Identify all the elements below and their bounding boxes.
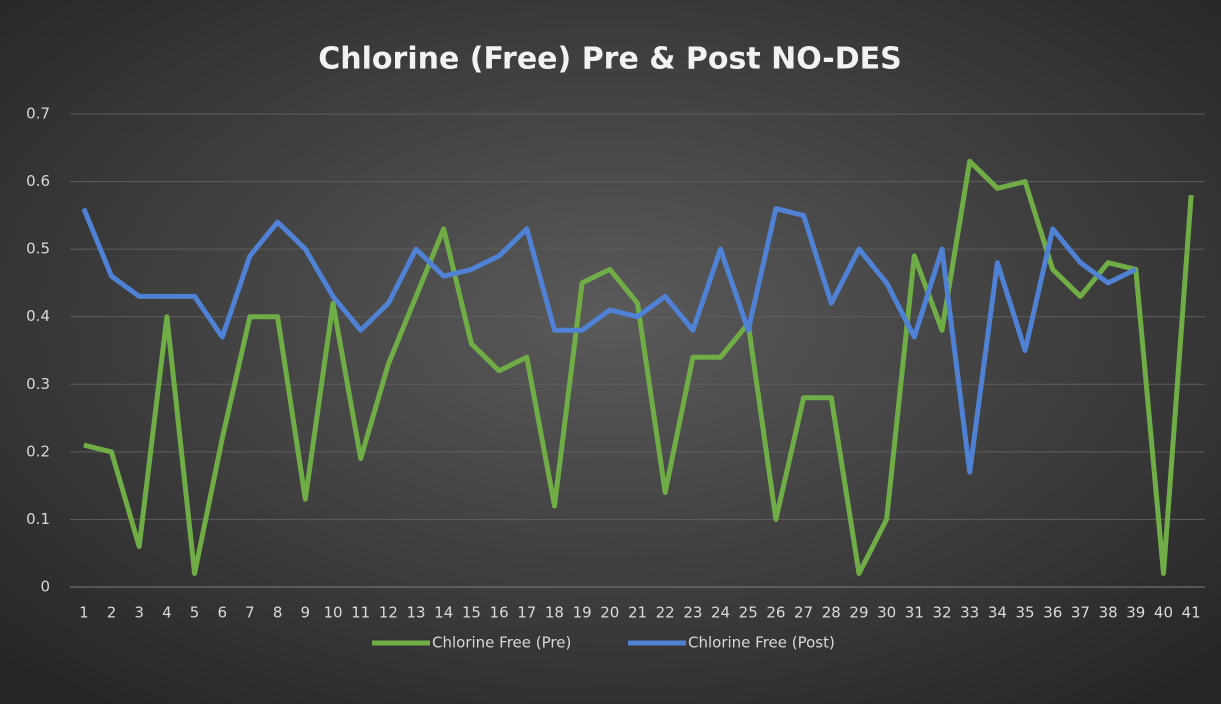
y-tick-label: 0.1: [26, 510, 50, 528]
x-tick-label: 13: [406, 604, 425, 622]
y-tick-label: 0.7: [26, 105, 50, 123]
legend-label: Chlorine Free (Pre): [432, 634, 571, 652]
x-tick-label: 21: [628, 604, 647, 622]
x-tick-label: 24: [711, 604, 730, 622]
x-tick-label: 41: [1182, 604, 1201, 622]
x-tick-label: 29: [849, 604, 868, 622]
x-tick-label: 18: [545, 604, 564, 622]
x-tick-label: 25: [739, 604, 758, 622]
x-tick-label: 40: [1154, 604, 1173, 622]
x-tick-label: 16: [490, 604, 509, 622]
y-tick-label: 0.3: [26, 375, 50, 393]
x-tick-label: 6: [217, 604, 227, 622]
x-tick-label: 28: [822, 604, 841, 622]
x-tick-label: 33: [960, 604, 979, 622]
x-tick-label: 2: [107, 604, 117, 622]
x-tick-label: 1: [79, 604, 89, 622]
x-tick-label: 30: [877, 604, 896, 622]
x-tick-label: 23: [683, 604, 702, 622]
x-tick-label: 8: [273, 604, 283, 622]
y-tick-label: 0.4: [26, 307, 50, 325]
x-tick-label: 19: [573, 604, 592, 622]
x-tick-label: 38: [1099, 604, 1118, 622]
x-tick-label: 12: [379, 604, 398, 622]
x-tick-label: 4: [162, 604, 172, 622]
x-tick-label: 17: [517, 604, 536, 622]
x-tick-label: 35: [1016, 604, 1035, 622]
chart-title: Chlorine (Free) Pre & Post NO-DES: [318, 42, 901, 77]
y-tick-label: 0.6: [26, 172, 50, 190]
series-line: [81, 206, 1137, 475]
y-tick-label: 0.5: [26, 240, 50, 258]
series-line: [83, 158, 1194, 576]
x-tick-label: 7: [245, 604, 255, 622]
x-tick-label: 27: [794, 604, 813, 622]
x-tick-label: 26: [766, 604, 785, 622]
x-tick-label: 32: [932, 604, 951, 622]
x-tick-label: 31: [905, 604, 924, 622]
x-tick-label: 5: [190, 604, 200, 622]
x-tick-label: 20: [600, 604, 619, 622]
x-tick-label: 10: [323, 604, 342, 622]
x-tick-label: 34: [988, 604, 1007, 622]
x-tick-label: 36: [1043, 604, 1062, 622]
y-tick-label: 0.2: [26, 442, 50, 460]
x-tick-label: 15: [462, 604, 481, 622]
x-tick-label: 9: [301, 604, 311, 622]
x-tick-label: 14: [434, 604, 453, 622]
y-tick-label: 0: [40, 578, 50, 596]
x-tick-label: 3: [134, 604, 144, 622]
x-tick-label: 39: [1126, 604, 1145, 622]
legend-label: Chlorine Free (Post): [688, 634, 835, 652]
x-tick-label: 37: [1071, 604, 1090, 622]
x-tick-label: 22: [656, 604, 675, 622]
x-tick-label: 11: [351, 604, 370, 622]
